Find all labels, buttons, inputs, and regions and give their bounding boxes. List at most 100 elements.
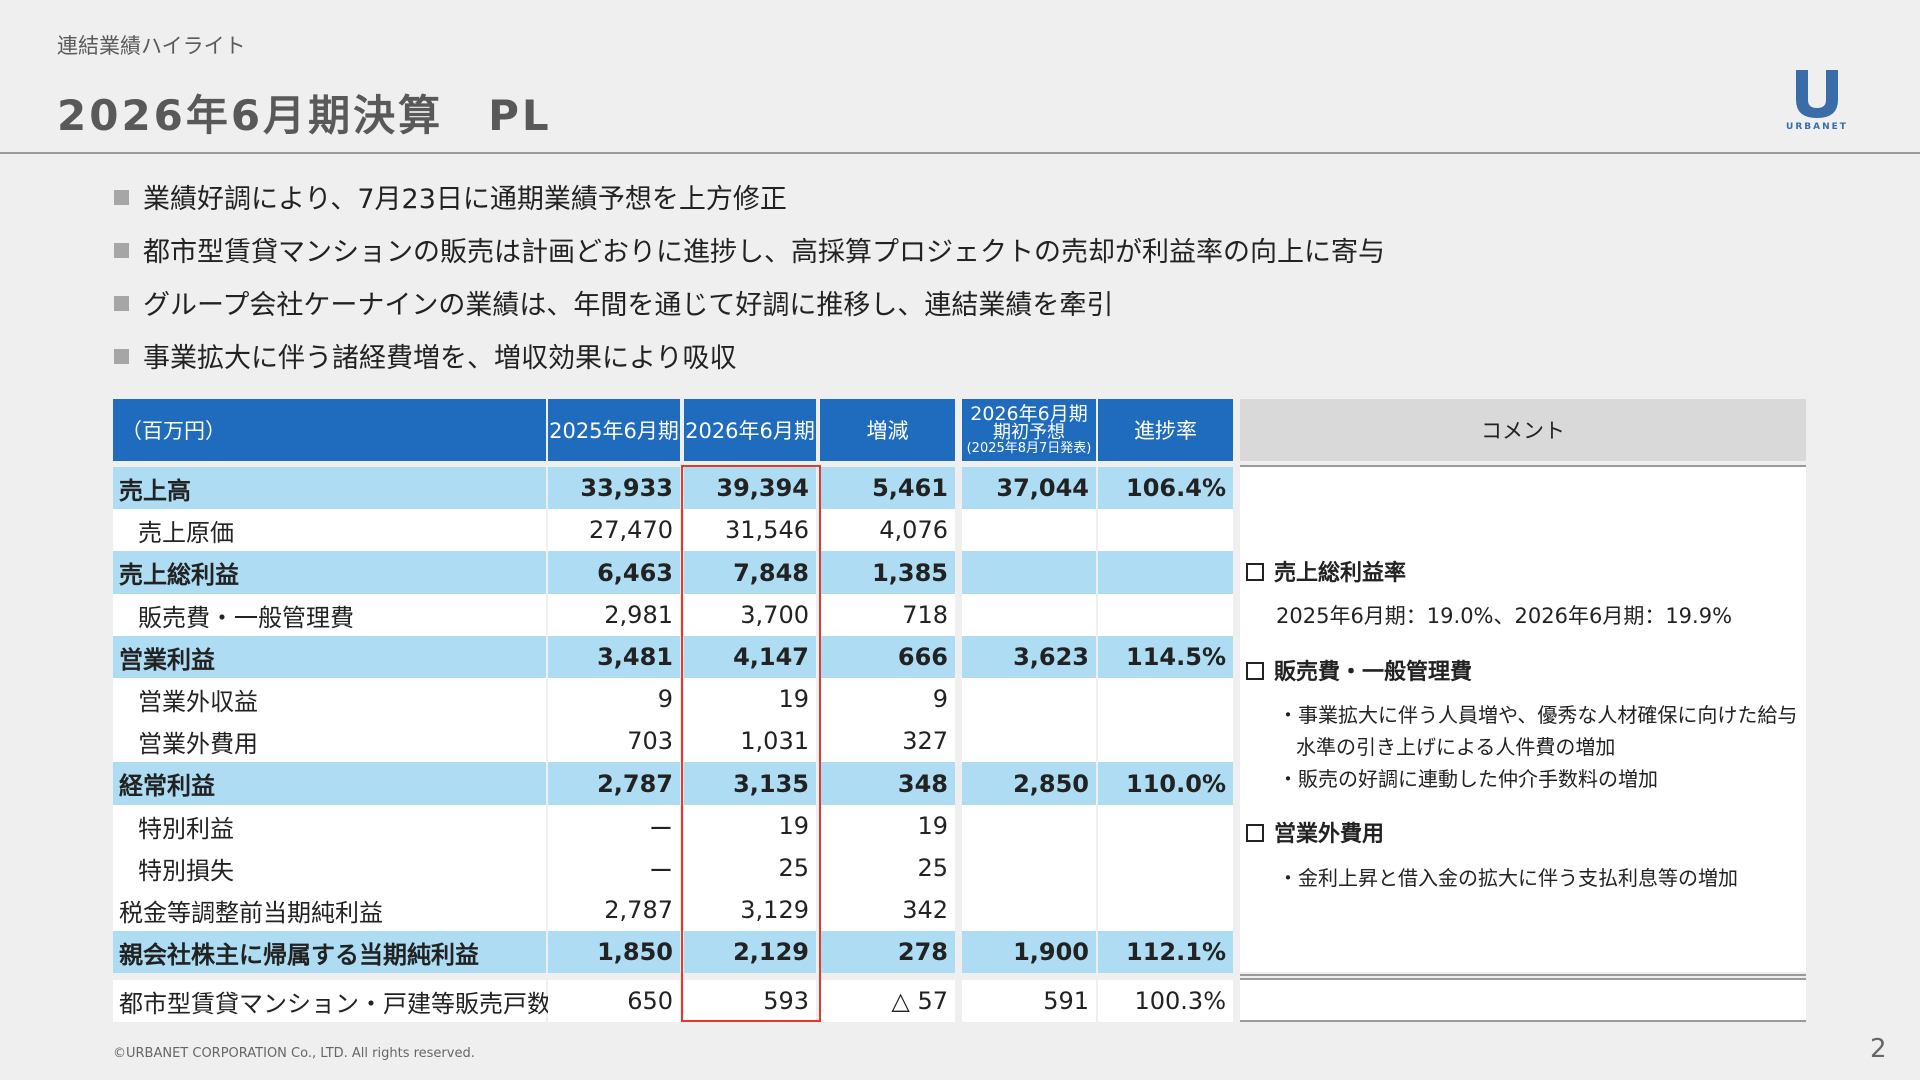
bullet-text: グループ会社ケーナインの業績は、年間を通じて好調に推移し、連結業績を牽引 <box>143 290 1114 321</box>
logo: URBANET <box>1772 66 1862 136</box>
table-row-label-cell: 売上総利益 <box>113 551 546 594</box>
square-bullet-icon <box>114 190 129 205</box>
checkbox-square-icon <box>1246 662 1264 680</box>
comment-bottom-rule <box>1240 974 1806 976</box>
comment-header-rule <box>1240 465 1806 467</box>
table-row-forecast-cell <box>962 889 1096 931</box>
header-fy2025: 2025年6月期 <box>548 399 680 461</box>
table-row-label-cell: 親会社株主に帰属する当期純利益 <box>113 931 546 973</box>
table-row-change-cell: 25 <box>820 847 955 889</box>
table-row-progress-cell <box>1098 889 1233 931</box>
table-row-progress-cell: 106.4% <box>1098 467 1233 509</box>
table-row-progress-cell <box>1098 551 1233 594</box>
fy2026-highlight-frame <box>681 465 821 1022</box>
table-row-fy2025-cell: 2,787 <box>548 762 680 805</box>
table-row-fy2026-cell: 19 <box>684 678 816 720</box>
header-progress: 進捗率 <box>1098 399 1233 461</box>
table-row-fy2025-cell: ー <box>548 847 680 889</box>
square-bullet-icon <box>114 296 129 311</box>
table-row-fy2026-cell: 2,129 <box>684 931 816 973</box>
page-number: 2 <box>1870 1034 1887 1064</box>
bullet-item: 事業拡大に伴う諸経費増を、増収効果により吸収 <box>114 339 1874 392</box>
table-row-progress-cell <box>1098 678 1233 720</box>
table-row-forecast-cell: 3,623 <box>962 636 1096 678</box>
copyright: ©URBANET CORPORATION Co., LTD. All right… <box>113 1046 475 1061</box>
table-row-fy2026-cell: 3,135 <box>684 762 816 805</box>
comment-sga-item1-line1: ・事業拡大に伴う人員増や、優秀な人材確保に向けた給与 <box>1278 703 1798 727</box>
bullet-list: 業績好調により、7月23日に通期業績予想を上方修正 都市型賃貸マンションの販売は… <box>114 180 1874 392</box>
comment-gross-margin-text: 2025年6月期：19.0%、2026年6月期：19.9% <box>1276 604 1733 628</box>
table-row-progress-cell <box>1098 805 1233 847</box>
table-row-label-cell: 営業利益 <box>113 636 546 678</box>
table-row-fy2026-cell: 3,129 <box>684 889 816 931</box>
table-row-fy2025-cell: 9 <box>548 678 680 720</box>
table-row-label-cell: 特別利益 <box>113 805 546 847</box>
table-row-forecast-cell <box>962 594 1096 636</box>
comment-nonop-item1: ・金利上昇と借入金の拡大に伴う支払利息等の増加 <box>1278 866 1738 890</box>
table-row-progress-cell: 110.0% <box>1098 762 1233 805</box>
table-row-fy2025-cell: 2,981 <box>548 594 680 636</box>
page-title: 2026年6月期決算 PL <box>57 91 552 140</box>
table-row-fy2025-cell: 3,481 <box>548 636 680 678</box>
table-row-label-cell: 販売費・一般管理費 <box>113 594 546 636</box>
table-row-change-cell: 348 <box>820 762 955 805</box>
table-row-fy2025-cell: 33,933 <box>548 467 680 509</box>
bullet-text: 都市型賃貸マンションの販売は計画どおりに進捗し、高採算プロジェクトの売却が利益率… <box>143 237 1385 268</box>
table-row-forecast-cell <box>962 678 1096 720</box>
table-row-fy2025-cell: 703 <box>548 720 680 762</box>
table-row-change-cell: 718 <box>820 594 955 636</box>
checkbox-square-icon <box>1246 824 1264 842</box>
table-row-forecast-cell: 37,044 <box>962 467 1096 509</box>
table-row-change-cell: 342 <box>820 889 955 931</box>
table-row-change-cell: 4,076 <box>820 509 955 551</box>
comment-sga-title: 販売費・一般管理費 <box>1246 654 1472 686</box>
table-row-label-cell: 売上高 <box>113 467 546 509</box>
bullet-item: 都市型賃貸マンションの販売は計画どおりに進捗し、高採算プロジェクトの売却が利益率… <box>114 233 1874 286</box>
units-row-change-cell: △ 57 <box>820 980 955 1022</box>
units-row-forecast-cell: 591 <box>962 980 1096 1022</box>
table-row-change-cell: 5,461 <box>820 467 955 509</box>
table-row-change-cell: 9 <box>820 678 955 720</box>
table-row-fy2025-cell: 1,850 <box>548 931 680 973</box>
table-row-fy2026-cell: 3,700 <box>684 594 816 636</box>
table-row-fy2025-cell: 6,463 <box>548 551 680 594</box>
comment-gross-margin-title: 売上総利益率 <box>1246 555 1406 587</box>
table-row-change-cell: 1,385 <box>820 551 955 594</box>
table-row-progress-cell <box>1098 594 1233 636</box>
title-divider <box>0 152 1920 154</box>
table-row-forecast-cell: 1,900 <box>962 931 1096 973</box>
table-row-change-cell: 278 <box>820 931 955 973</box>
table-row-fy2026-cell: 4,147 <box>684 636 816 678</box>
header-forecast-line2: 期初予想 <box>993 422 1065 443</box>
bullet-text: 業績好調により、7月23日に通期業績予想を上方修正 <box>143 184 787 215</box>
table-row-fy2026-cell: 31,546 <box>684 509 816 551</box>
table-row-forecast-cell <box>962 551 1096 594</box>
table-row-label-cell: 経常利益 <box>113 762 546 805</box>
table-row-label-cell: 売上原価 <box>113 509 546 551</box>
checkbox-square-icon <box>1246 563 1264 581</box>
units-row-label-cell: 都市型賃貸マンション・戸建等販売戸数 <box>113 980 551 1022</box>
table-row-fy2025-cell: 27,470 <box>548 509 680 551</box>
square-bullet-icon <box>114 349 129 364</box>
bullet-item: グループ会社ケーナインの業績は、年間を通じて好調に推移し、連結業績を牽引 <box>114 286 1874 339</box>
comment-bottom-rule <box>1240 978 1806 980</box>
bullet-text: 事業拡大に伴う諸経費増を、増収効果により吸収 <box>143 343 737 374</box>
table-row-forecast-cell: 2,850 <box>962 762 1096 805</box>
table-row-fy2026-cell: 1,031 <box>684 720 816 762</box>
table-row-forecast-cell <box>962 509 1096 551</box>
header-unit: （百万円） <box>113 399 546 461</box>
table-row-label-cell: 税金等調整前当期純利益 <box>113 889 546 931</box>
table-row-fy2025-cell: 2,787 <box>548 889 680 931</box>
table-row-fy2025-cell: ー <box>548 805 680 847</box>
table-row-change-cell: 327 <box>820 720 955 762</box>
table-row-progress-cell <box>1098 720 1233 762</box>
table-row-progress-cell: 114.5% <box>1098 636 1233 678</box>
urbanet-logo-icon <box>1796 70 1838 118</box>
table-row-fy2026-cell: 7,848 <box>684 551 816 594</box>
table-row-fy2026-cell: 39,394 <box>684 467 816 509</box>
table-row-fy2026-cell: 25 <box>684 847 816 889</box>
table-row-label-cell: 特別損失 <box>113 847 546 889</box>
units-row-fy2025-cell: 650 <box>548 980 680 1022</box>
table-row-change-cell: 666 <box>820 636 955 678</box>
units-row-progress-cell: 100.3% <box>1098 980 1233 1022</box>
